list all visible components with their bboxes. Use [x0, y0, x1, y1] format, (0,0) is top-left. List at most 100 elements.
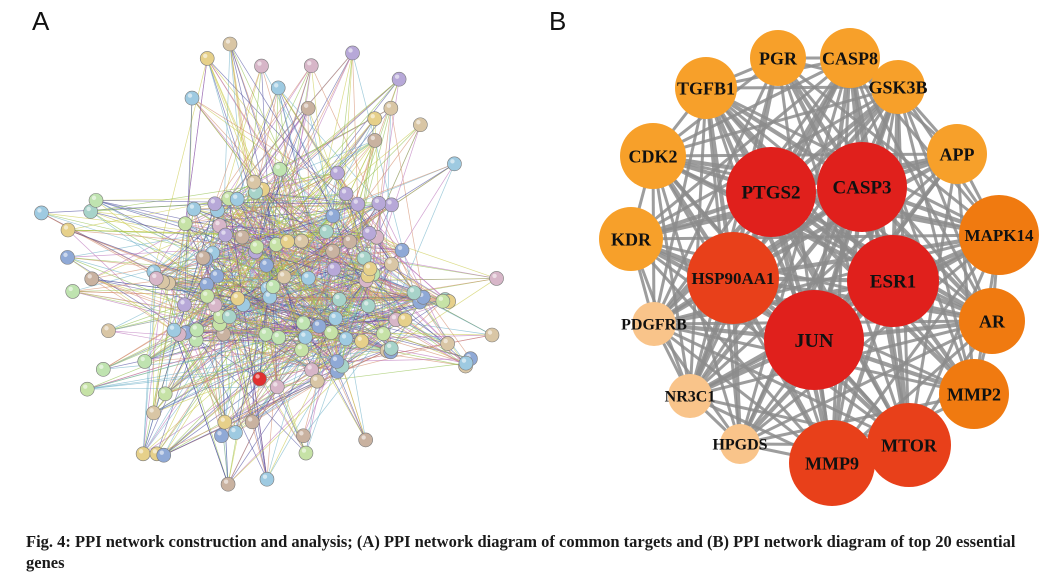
- protein-node: [280, 234, 295, 249]
- gene-node-circle: [675, 57, 737, 119]
- protein-node-highlight: [257, 61, 262, 66]
- gene-node-jun: JUN: [764, 290, 864, 390]
- network-a-edge: [41, 212, 420, 303]
- protein-node-highlight: [492, 273, 497, 279]
- network-a-edge: [228, 52, 353, 199]
- protein-node: [332, 292, 347, 307]
- network-a-edge: [227, 275, 369, 485]
- protein-node: [34, 205, 49, 221]
- protein-node-highlight: [297, 345, 302, 350]
- gene-node-label: APP: [940, 144, 975, 164]
- network-a-edge: [219, 316, 229, 485]
- protein-node: [148, 271, 164, 286]
- protein-node: [489, 271, 504, 286]
- gene-node-label: PGR: [759, 48, 798, 68]
- network-a-edge: [349, 241, 415, 293]
- network-b-nodes: PGR CASP8 GSK3B APP MAPK14 AR MMP2 MTOR MMP9 HPGD…: [599, 28, 1039, 506]
- gene-node-cdk2: CDK2: [620, 123, 686, 189]
- protein-node-highlight: [329, 264, 335, 269]
- protein-node-highlight: [387, 259, 392, 264]
- network-a-edge: [156, 193, 347, 455]
- gene-node-circle: [632, 302, 676, 346]
- protein-node: [199, 288, 215, 304]
- protein-node: [384, 256, 399, 272]
- protein-node-highlight: [438, 296, 444, 301]
- protein-node-highlight: [268, 281, 274, 287]
- protein-node-highlight: [208, 248, 213, 253]
- protein-node-highlight: [187, 93, 193, 98]
- network-a-edge: [91, 278, 185, 306]
- network-a-edge: [287, 65, 312, 242]
- protein-node: [298, 329, 313, 345]
- network-a-edge: [168, 278, 497, 284]
- network-a-edge: [369, 232, 449, 302]
- network-a-edge: [195, 339, 307, 454]
- network-a-edge: [163, 236, 377, 456]
- network-a-edge: [163, 244, 277, 456]
- protein-node: [354, 333, 369, 349]
- network-b-edge: [688, 87, 708, 397]
- gene-node-circle: [939, 359, 1009, 429]
- protein-node: [65, 284, 81, 299]
- protein-node-highlight: [328, 211, 334, 216]
- protein-node: [88, 193, 104, 208]
- protein-node: [328, 311, 343, 326]
- gene-node-label: ESR1: [870, 272, 916, 293]
- network-b-edge: [688, 57, 780, 397]
- network-a-nodes: [34, 36, 504, 492]
- network-a-edge: [90, 211, 220, 226]
- protein-node-highlight: [409, 287, 415, 293]
- gene-node-mmp2: MMP2: [939, 359, 1009, 429]
- protein-node-highlight: [379, 329, 384, 334]
- gene-node-circle: [620, 123, 686, 189]
- network-a-edge: [67, 257, 332, 333]
- network-a-edge: [67, 229, 226, 236]
- protein-node-highlight: [271, 239, 277, 245]
- protein-node-highlight: [149, 267, 155, 272]
- network-a-edge: [301, 203, 358, 242]
- protein-node-highlight: [332, 356, 338, 362]
- network-a-edge: [376, 236, 497, 279]
- network-a-edge: [341, 124, 421, 367]
- network-a-edge: [259, 65, 312, 380]
- protein-node-highlight: [370, 135, 376, 141]
- network-a-edge: [253, 181, 374, 275]
- gene-node-casp3: CASP3: [817, 142, 907, 232]
- network-a-edge: [301, 240, 467, 364]
- protein-node-highlight: [238, 232, 243, 237]
- protein-node: [325, 208, 341, 224]
- protein-node: [199, 51, 215, 66]
- protein-node-highlight: [387, 200, 392, 205]
- protein-node: [252, 371, 267, 387]
- protein-node-highlight: [345, 236, 351, 242]
- gene-node-circle: [789, 420, 875, 506]
- protein-node: [358, 432, 373, 448]
- protein-node: [186, 201, 202, 217]
- gene-node-casp8: CASP8: [820, 28, 880, 88]
- gene-node-label: PTGS2: [741, 183, 800, 204]
- network-a-edge: [103, 349, 302, 370]
- network-a-edge: [178, 251, 256, 335]
- protein-node-highlight: [341, 334, 347, 339]
- gene-node-circle: [817, 142, 907, 232]
- network-a-edge: [206, 58, 343, 367]
- protein-node: [345, 45, 360, 61]
- gene-node-circle: [764, 290, 864, 390]
- protein-node-highlight: [274, 332, 279, 338]
- protein-node: [254, 58, 269, 74]
- network-a-edge: [303, 333, 384, 436]
- network-a-edge: [390, 108, 424, 298]
- network-a-edge: [184, 58, 208, 224]
- network-a-edge: [163, 380, 318, 456]
- protein-node-highlight: [297, 236, 302, 241]
- gene-node-label: HSP90AA1: [691, 269, 774, 288]
- network-a-edge: [251, 380, 318, 423]
- protein-node: [218, 227, 233, 243]
- protein-node-highlight: [220, 417, 225, 422]
- gene-node-gsk3b: GSK3B: [868, 60, 928, 114]
- network-a-edge: [378, 203, 448, 344]
- protein-node-highlight: [63, 225, 69, 230]
- protein-node: [84, 271, 100, 287]
- network-a-edge: [341, 118, 376, 367]
- protein-node: [309, 373, 325, 389]
